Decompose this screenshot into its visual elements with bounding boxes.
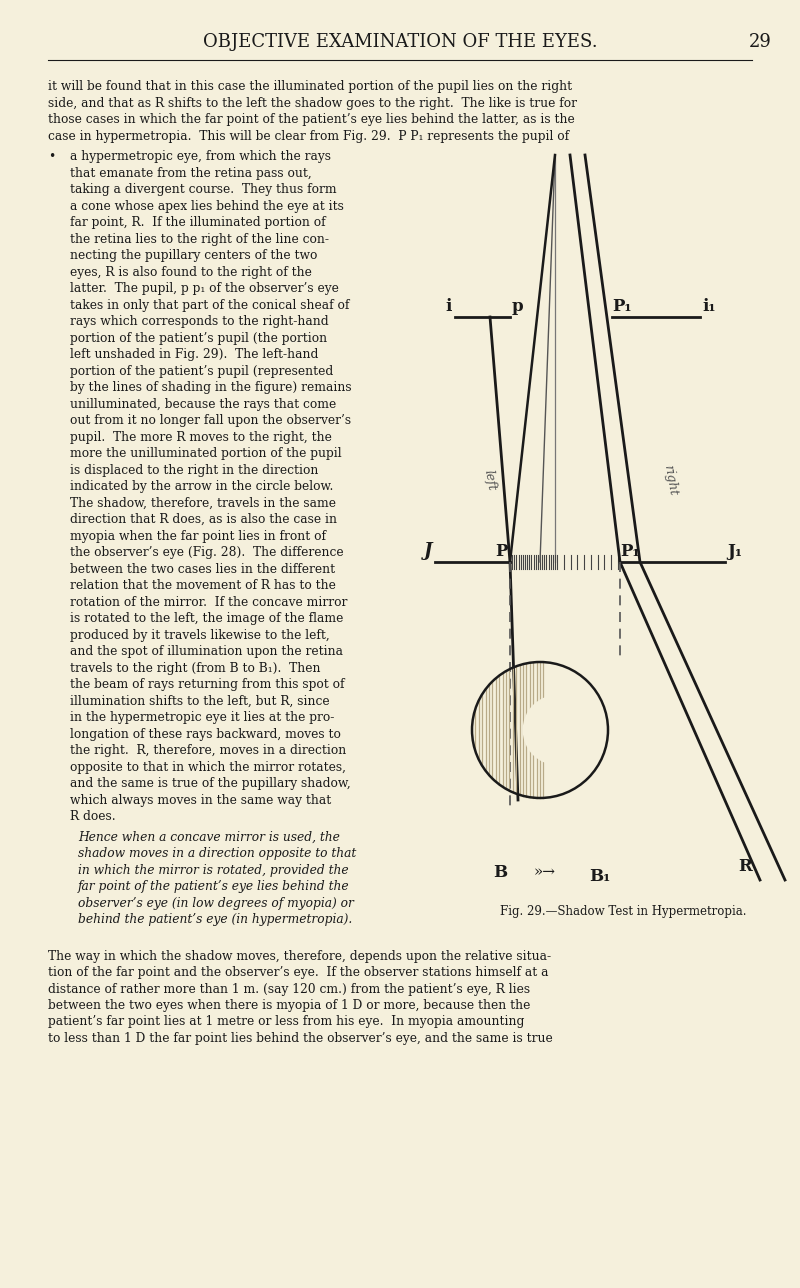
Text: •: •: [48, 149, 55, 164]
Text: a hypermetropic eye, from which the rays: a hypermetropic eye, from which the rays: [70, 149, 331, 164]
Text: portion of the patient’s pupil (the portion: portion of the patient’s pupil (the port…: [70, 331, 327, 344]
Text: a cone whose apex lies behind the eye at its: a cone whose apex lies behind the eye at…: [70, 200, 344, 213]
Text: 29: 29: [749, 33, 771, 52]
Text: the beam of rays returning from this spot of: the beam of rays returning from this spo…: [70, 677, 345, 690]
Text: The shadow, therefore, travels in the same: The shadow, therefore, travels in the sa…: [70, 496, 336, 510]
Text: case in hypermetropia.  This will be clear from Fig. 29.  P P₁ represents the pu: case in hypermetropia. This will be clea…: [48, 130, 569, 143]
Circle shape: [522, 694, 594, 765]
Text: more the unilluminated portion of the pupil: more the unilluminated portion of the pu…: [70, 447, 342, 460]
Text: takes in only that part of the conical sheaf of: takes in only that part of the conical s…: [70, 299, 350, 312]
Text: portion of the patient’s pupil (represented: portion of the patient’s pupil (represen…: [70, 365, 334, 377]
Text: behind the patient’s eye (in hypermetropia).: behind the patient’s eye (in hypermetrop…: [78, 913, 352, 926]
Text: out from it no longer fall upon the observer’s: out from it no longer fall upon the obse…: [70, 413, 351, 428]
Text: Hence when a concave mirror is used, the: Hence when a concave mirror is used, the: [78, 831, 340, 844]
Text: i₁: i₁: [702, 298, 716, 316]
Text: OBJECTIVE EXAMINATION OF THE EYES.: OBJECTIVE EXAMINATION OF THE EYES.: [202, 33, 598, 52]
Text: the observer’s eye (Fig. 28).  The difference: the observer’s eye (Fig. 28). The differ…: [70, 546, 344, 559]
Text: longation of these rays backward, moves to: longation of these rays backward, moves …: [70, 728, 341, 741]
Text: which always moves in the same way that: which always moves in the same way that: [70, 793, 331, 806]
Text: taking a divergent course.  They thus form: taking a divergent course. They thus for…: [70, 183, 337, 196]
Text: is rotated to the left, the image of the flame: is rotated to the left, the image of the…: [70, 612, 343, 625]
Text: far point, R.  If the illuminated portion of: far point, R. If the illuminated portion…: [70, 216, 326, 229]
Text: tion of the far point and the observer’s eye.  If the observer stations himself : tion of the far point and the observer’s…: [48, 966, 549, 979]
Text: rays which corresponds to the right-hand: rays which corresponds to the right-hand: [70, 316, 329, 328]
Text: is displaced to the right in the direction: is displaced to the right in the directi…: [70, 464, 318, 477]
Text: distance of rather more than 1 m. (say 120 cm.) from the patient’s eye, R lies: distance of rather more than 1 m. (say 1…: [48, 983, 530, 996]
Text: latter.  The pupil, p p₁ of the observer’s eye: latter. The pupil, p p₁ of the observer’…: [70, 282, 339, 295]
Text: P: P: [496, 544, 508, 560]
Text: B₁: B₁: [590, 868, 610, 885]
Text: those cases in which the far point of the patient’s eye lies behind the latter, : those cases in which the far point of th…: [48, 113, 574, 126]
Text: that emanate from the retina pass out,: that emanate from the retina pass out,: [70, 166, 312, 179]
Text: p: p: [512, 298, 524, 316]
Text: opposite to that in which the mirror rotates,: opposite to that in which the mirror rot…: [70, 760, 346, 774]
Text: unilluminated, because the rays that come: unilluminated, because the rays that com…: [70, 398, 336, 411]
Text: direction that R does, as is also the case in: direction that R does, as is also the ca…: [70, 513, 337, 526]
Text: to less than 1 D the far point lies behind the observer’s eye, and the same is t: to less than 1 D the far point lies behi…: [48, 1032, 553, 1045]
Text: between the two eyes when there is myopia of 1 D or more, because then the: between the two eyes when there is myopi…: [48, 999, 530, 1012]
Text: J₁: J₁: [727, 544, 742, 560]
Text: relation that the movement of R has to the: relation that the movement of R has to t…: [70, 580, 336, 592]
Text: and the same is true of the pupillary shadow,: and the same is true of the pupillary sh…: [70, 777, 350, 790]
Text: J: J: [423, 542, 432, 560]
Text: it will be found that in this case the illuminated portion of the pupil lies on : it will be found that in this case the i…: [48, 80, 572, 93]
Text: in the hypermetropic eye it lies at the pro-: in the hypermetropic eye it lies at the …: [70, 711, 334, 724]
Text: between the two cases lies in the different: between the two cases lies in the differ…: [70, 563, 335, 576]
Text: in which the mirror is rotated, provided the: in which the mirror is rotated, provided…: [78, 863, 349, 877]
Text: the right.  R, therefore, moves in a direction: the right. R, therefore, moves in a dire…: [70, 744, 346, 757]
Text: R does.: R does.: [70, 810, 116, 823]
Text: pupil.  The more R moves to the right, the: pupil. The more R moves to the right, th…: [70, 430, 332, 443]
Text: P₁: P₁: [612, 298, 632, 316]
Text: by the lines of shading in the figure) remains: by the lines of shading in the figure) r…: [70, 381, 352, 394]
Text: indicated by the arrow in the circle below.: indicated by the arrow in the circle bel…: [70, 480, 334, 493]
Text: observer’s eye (in low degrees of myopia) or: observer’s eye (in low degrees of myopia…: [78, 896, 354, 909]
Text: patient’s far point lies at 1 metre or less from his eye.  In myopia amounting: patient’s far point lies at 1 metre or l…: [48, 1015, 524, 1029]
Text: »: »: [528, 724, 536, 737]
Text: left unshaded in Fig. 29).  The left-hand: left unshaded in Fig. 29). The left-hand: [70, 348, 318, 361]
Text: Fig. 29.—Shadow Test in Hypermetropia.: Fig. 29.—Shadow Test in Hypermetropia.: [500, 905, 746, 918]
Text: i: i: [446, 298, 452, 316]
Text: shadow moves in a direction opposite to that: shadow moves in a direction opposite to …: [78, 848, 356, 860]
Text: right: right: [661, 464, 679, 496]
Text: left: left: [482, 469, 498, 492]
Text: illumination shifts to the left, but R, since: illumination shifts to the left, but R, …: [70, 694, 330, 707]
Text: »→: »→: [534, 866, 556, 878]
Text: rotation of the mirror.  If the concave mirror: rotation of the mirror. If the concave m…: [70, 595, 347, 608]
Text: necting the pupillary centers of the two: necting the pupillary centers of the two: [70, 249, 318, 261]
Text: travels to the right (from B to B₁).  Then: travels to the right (from B to B₁). The…: [70, 662, 321, 675]
Text: far point of the patient’s eye lies behind the: far point of the patient’s eye lies behi…: [78, 880, 350, 893]
Text: myopia when the far point lies in front of: myopia when the far point lies in front …: [70, 529, 326, 542]
Text: The way in which the shadow moves, therefore, depends upon the relative situa-: The way in which the shadow moves, there…: [48, 949, 551, 962]
Text: P₁: P₁: [620, 544, 640, 560]
Text: the retina lies to the right of the line con-: the retina lies to the right of the line…: [70, 233, 329, 246]
Text: R: R: [738, 858, 752, 875]
Text: and the spot of illumination upon the retina: and the spot of illumination upon the re…: [70, 645, 343, 658]
Text: side, and that as R shifts to the left the shadow goes to the right.  The like i: side, and that as R shifts to the left t…: [48, 97, 577, 109]
Text: produced by it travels likewise to the left,: produced by it travels likewise to the l…: [70, 629, 330, 641]
Text: B: B: [493, 863, 507, 881]
Text: eyes, R is also found to the right of the: eyes, R is also found to the right of th…: [70, 265, 312, 278]
